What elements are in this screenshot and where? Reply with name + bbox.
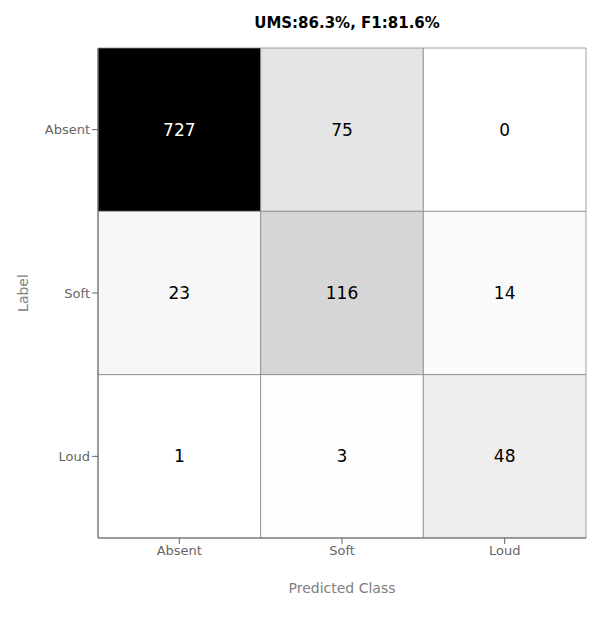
html-text:UMS:86.3%, F1:81.6%: UMS:86.3%, F1:81.6% — [254, 14, 440, 32]
svg-text:727: 727 — [163, 120, 195, 140]
svg-text:Soft: Soft — [64, 286, 90, 301]
svg-text:116: 116 — [326, 283, 358, 303]
svg-text:Loud: Loud — [59, 449, 90, 464]
svg-text:1: 1 — [174, 446, 185, 466]
svg-text:23: 23 — [169, 283, 191, 303]
svg-text:Absent: Absent — [45, 122, 90, 137]
svg-text:Loud: Loud — [489, 543, 520, 558]
svg-text:Absent: Absent — [157, 543, 202, 558]
svg-text:3: 3 — [337, 446, 348, 466]
svg-text:Predicted Class: Predicted Class — [288, 580, 395, 596]
svg-text:0: 0 — [499, 120, 510, 140]
svg-text:14: 14 — [494, 283, 516, 303]
svg-text:Soft: Soft — [329, 543, 355, 558]
svg-text:75: 75 — [331, 120, 353, 140]
svg-text:Label: Label — [15, 274, 31, 312]
svg-text:48: 48 — [494, 446, 516, 466]
